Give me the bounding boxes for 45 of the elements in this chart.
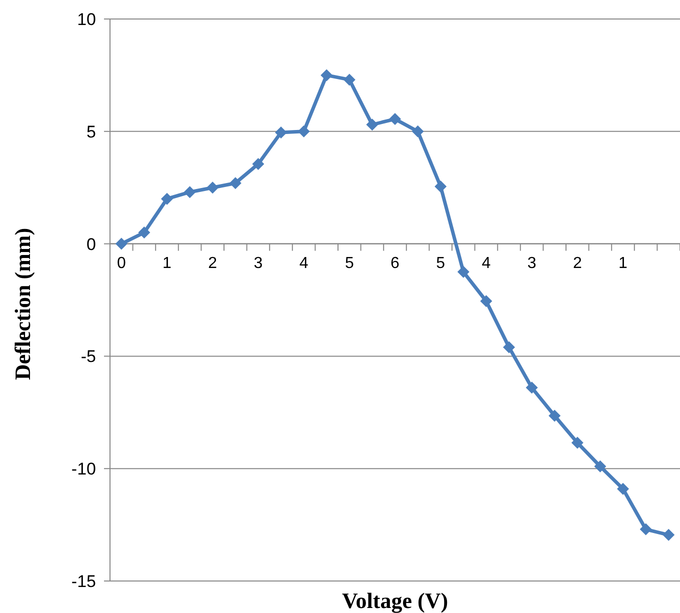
y-tick-label: 5 (86, 122, 96, 142)
point (548, 410, 561, 422)
point (640, 523, 652, 536)
y-tick-label: -15 (71, 572, 96, 591)
point (298, 125, 310, 138)
point (229, 177, 242, 190)
x-tick-label: 0 (116, 254, 126, 272)
point (115, 238, 128, 250)
point (617, 482, 629, 495)
point (594, 460, 606, 472)
point (571, 436, 584, 449)
point (434, 180, 447, 192)
point (138, 226, 150, 239)
x-tick-label: 1 (162, 254, 172, 272)
x-tick-label: 4 (299, 254, 308, 272)
point (366, 118, 378, 131)
x-tick-label: 6 (390, 254, 400, 272)
x-axis-title: Voltage (V) (342, 588, 448, 613)
point (343, 74, 356, 86)
x-tick-label: 1 (618, 254, 628, 272)
x-tick-label: 5 (436, 254, 446, 272)
point (480, 295, 492, 308)
point (662, 528, 675, 541)
y-tick-label: -5 (80, 347, 96, 366)
point (457, 266, 470, 278)
y-tick-label: 10 (77, 10, 96, 29)
x-tick-label: 4 (482, 254, 491, 272)
y-tick-label: 0 (86, 234, 96, 254)
point (389, 113, 401, 126)
x-tick-label: 3 (254, 254, 263, 272)
x-tick-label: 2 (572, 254, 582, 272)
y-axis-title: Deflection (mm) (10, 228, 35, 380)
point (526, 382, 538, 394)
point (206, 182, 219, 194)
x-tick-label: 3 (527, 254, 536, 272)
point (184, 186, 196, 198)
x-tick-label: 5 (344, 254, 354, 272)
point (252, 158, 264, 170)
point (320, 69, 333, 82)
point (161, 192, 173, 205)
point (275, 126, 287, 139)
x-tick-label: 2 (208, 254, 218, 272)
point (503, 341, 515, 354)
y-tick-label: -10 (71, 460, 96, 479)
point (412, 125, 424, 138)
